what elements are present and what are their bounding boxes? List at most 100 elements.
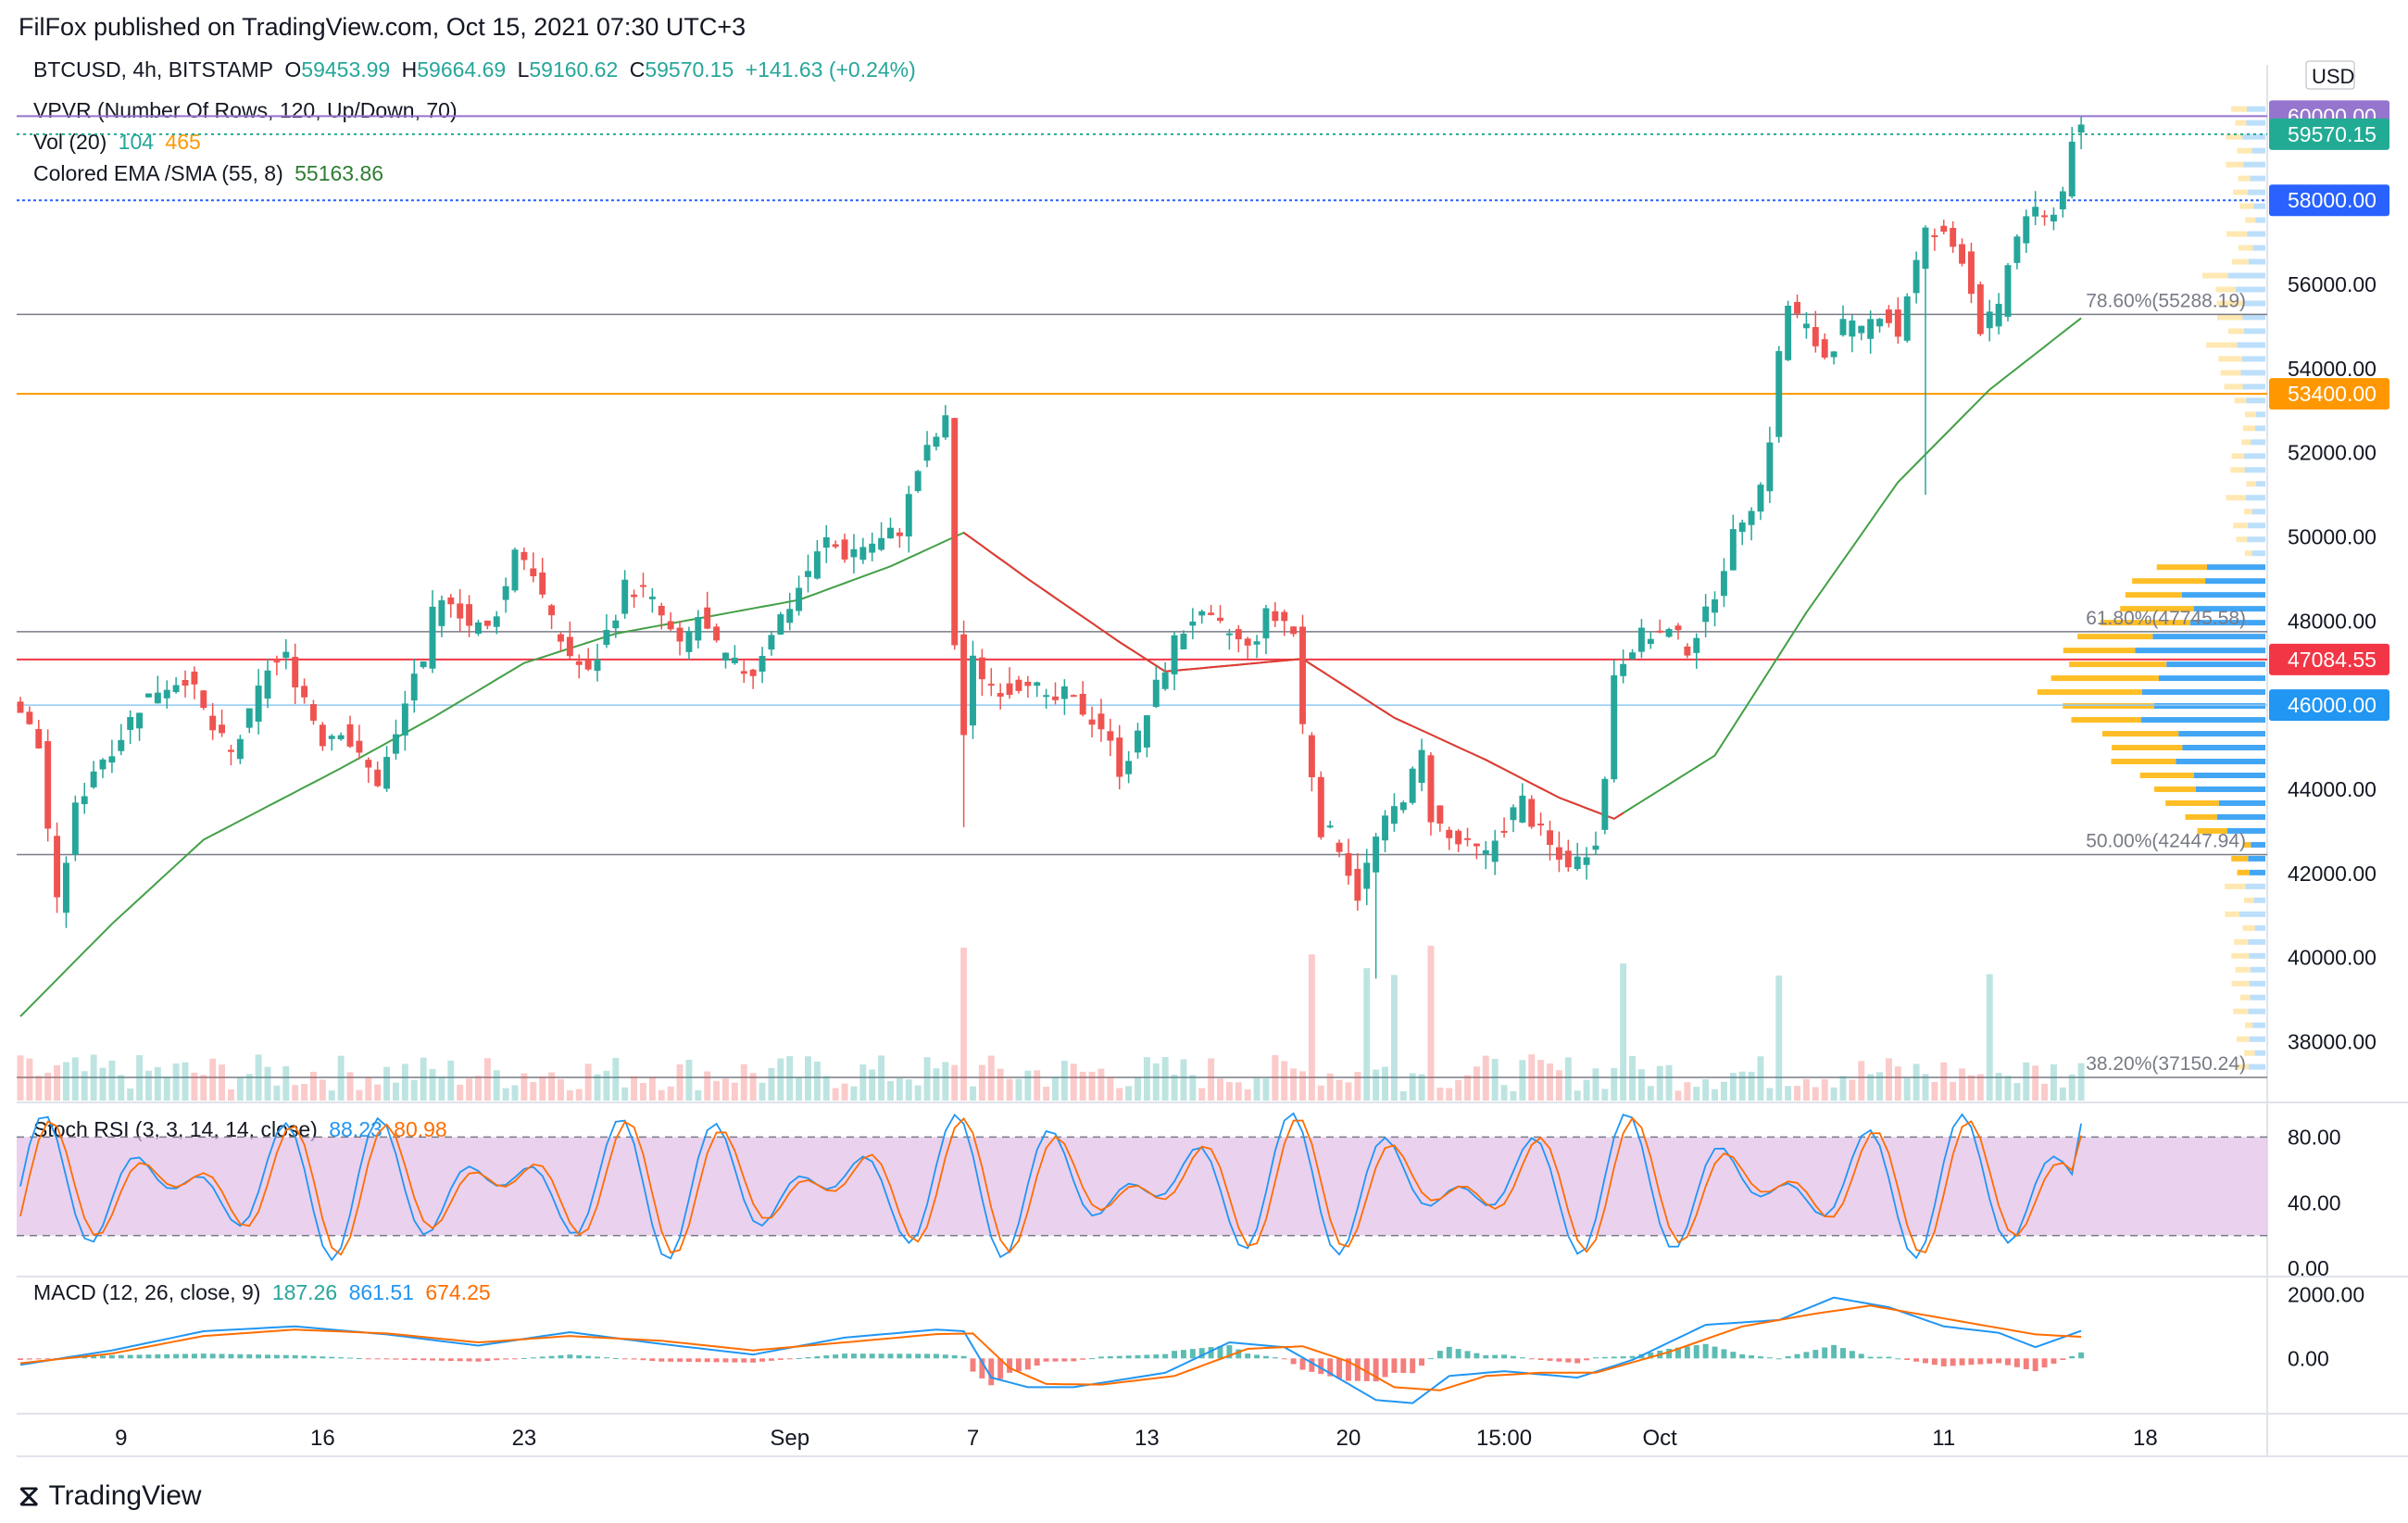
candle-body (420, 661, 427, 668)
volume-bar (1510, 1090, 1517, 1101)
candle-body (1876, 319, 1884, 327)
candle-body (483, 620, 491, 626)
candle-body (1894, 309, 1901, 337)
macd-histogram-bar (1410, 1358, 1416, 1374)
macd-histogram-bar (906, 1353, 912, 1359)
volume-bar (841, 1083, 848, 1101)
symbol-label[interactable]: BTCUSD, 4h, BITSTAMP (33, 57, 274, 82)
volume-profile-up-bar (2140, 717, 2265, 724)
macd-histogram-bar (191, 1353, 197, 1359)
volume-bar (90, 1054, 97, 1101)
volume-bar (612, 1057, 620, 1101)
candle-body (264, 670, 271, 699)
macd-histogram-bar (1226, 1345, 1233, 1359)
volume-bar (1574, 1090, 1581, 1101)
candle-body (1363, 862, 1371, 889)
volume-bar (1611, 1067, 1618, 1101)
volume-bar (1345, 1082, 1352, 1101)
macd-histogram-bar (1511, 1355, 1516, 1359)
stoch-band (17, 1137, 2267, 1236)
volume-bar (1262, 1078, 1270, 1101)
volume-bar (914, 1085, 922, 1101)
volume-bar (1950, 1081, 1957, 1101)
candle-body (1006, 683, 1013, 696)
candle-body (1464, 837, 1471, 840)
macd-histogram-bar (1400, 1358, 1407, 1374)
volume-bar (1766, 1088, 1774, 1101)
vpvr-legend[interactable]: VPVR (Number Of Rows, 120, Up/Down, 70) (33, 98, 463, 123)
volume-bar (621, 1087, 629, 1101)
volume-profile-down-bar (2236, 1036, 2250, 1042)
candle-body (1940, 225, 1948, 233)
volume-bar (1802, 1078, 1810, 1101)
macd-histogram-bar (1684, 1346, 1690, 1359)
volume-bar (1976, 1074, 1984, 1101)
macd-histogram-bar (1180, 1350, 1186, 1359)
ema-label: Colored EMA /SMA (55, 8) (33, 161, 283, 185)
volume-profile-up-bar (2243, 161, 2265, 168)
macd-histogram-bar (108, 1354, 115, 1359)
ema-legend[interactable]: Colored EMA /SMA (55, 8) 55163.86 (33, 161, 389, 186)
brand-label: TradingView (48, 1480, 202, 1511)
macd-legend[interactable]: MACD (12, 26, close, 9) 187.26 861.51 67… (33, 1280, 496, 1305)
volume-bar (905, 1079, 912, 1101)
volume-bar (566, 1089, 573, 1101)
volume-profile-up-bar (2249, 1036, 2265, 1042)
volume-bar (1775, 975, 1783, 1101)
time-tick-label: 13 (1135, 1426, 1160, 1451)
volume-bar (163, 1076, 170, 1101)
macd-histogram-bar (1373, 1358, 1379, 1382)
candle-body (1217, 617, 1223, 622)
candle-body (1473, 843, 1480, 847)
candle-body (502, 585, 509, 600)
currency-box (2305, 60, 2355, 90)
volume-bar (648, 1076, 656, 1101)
candle-body (1748, 510, 1755, 525)
volume-bar (896, 1077, 903, 1101)
volume-profile-down-bar (2139, 772, 2194, 778)
candle-body (942, 415, 949, 438)
macd-histogram-bar (1812, 1350, 1819, 1359)
candle-body (548, 605, 556, 616)
volume-bar (2068, 1074, 2076, 1101)
volume-bar (1913, 1064, 1920, 1101)
volume-profile-up-bar (2135, 648, 2265, 654)
macd-histogram-bar (1446, 1346, 1452, 1359)
volume-profile-down-bar (2238, 175, 2251, 182)
volume-bar (1326, 1073, 1334, 1101)
volume-bar (1390, 975, 1398, 1101)
volume-profile-up-bar (2248, 258, 2265, 265)
candle-body (2032, 207, 2039, 217)
candle-body (1858, 325, 1865, 334)
volume-profile-up-bar (2205, 578, 2265, 585)
macd-histogram-bar (658, 1358, 665, 1362)
volume-bar (960, 947, 968, 1101)
macd-histogram-bar (576, 1354, 583, 1359)
price-tick-label: 48000.00 (2288, 609, 2377, 633)
candle-body (245, 708, 253, 728)
macd-histogram-bar (805, 1356, 811, 1359)
macd-histogram-bar (1766, 1357, 1773, 1359)
macd-histogram-bar (1235, 1349, 1242, 1359)
volume-bar (466, 1078, 473, 1101)
volume-profile-down-bar (2242, 925, 2255, 931)
volume-profile-down-bar (2239, 994, 2251, 1001)
candle-body (796, 587, 803, 611)
candle-body (1308, 735, 1315, 777)
candle-body (1500, 830, 1508, 833)
volume-bar (1967, 1075, 1975, 1101)
volume-bar (17, 1055, 24, 1101)
macd-histogram-bar (1501, 1354, 1508, 1359)
volume-bar (438, 1076, 445, 1101)
volume-bar (1363, 968, 1371, 1101)
time-tick-label: 18 (2133, 1426, 2158, 1451)
volume-profile-down-bar (2245, 1022, 2253, 1028)
candle-body (2050, 214, 2057, 222)
time-tick-label: 15:00 (1476, 1426, 1532, 1451)
macd-histogram-bar (1455, 1349, 1461, 1359)
candle-body (1775, 351, 1783, 437)
close-value: 59570.15 (645, 57, 734, 82)
volume-bar (2050, 1064, 2057, 1101)
candle-body (1922, 227, 1929, 270)
